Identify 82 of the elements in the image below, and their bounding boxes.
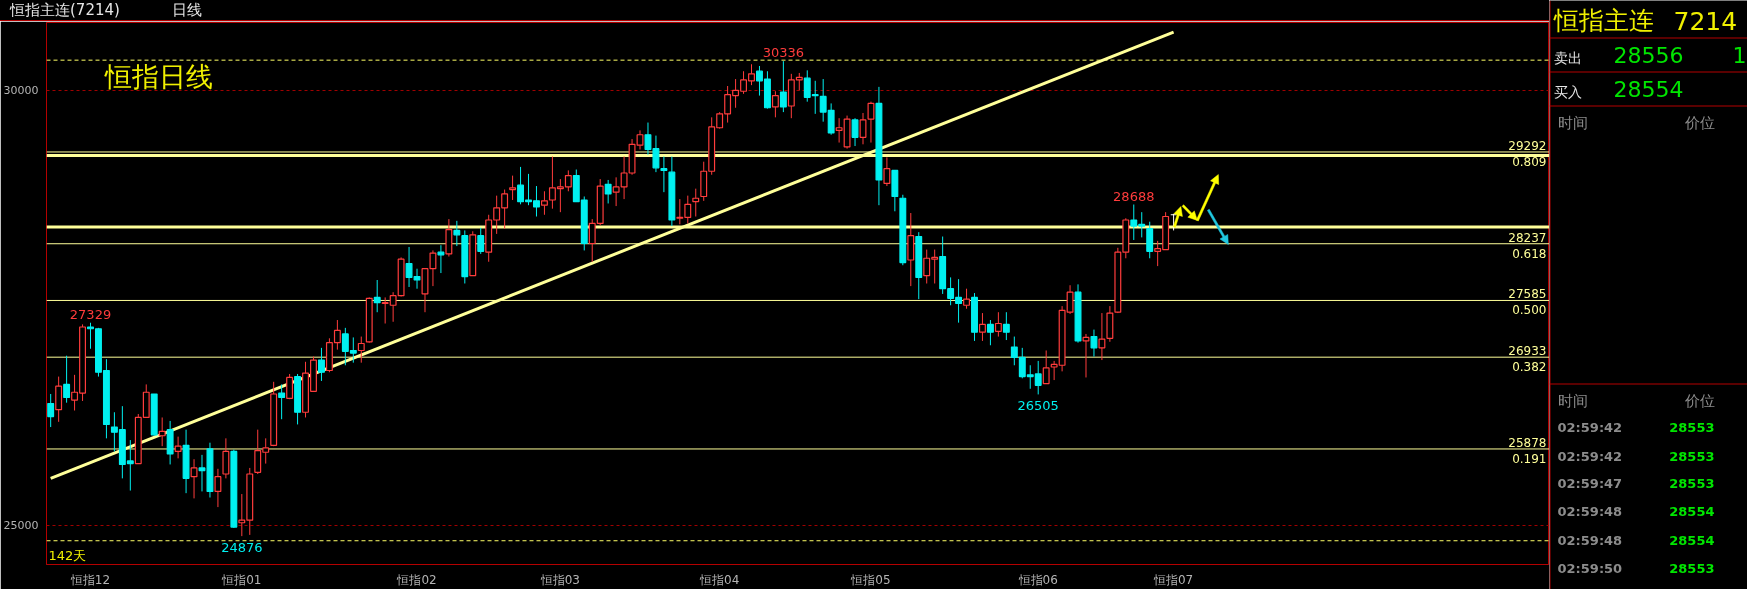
y-tick-label: 30000 <box>3 84 39 98</box>
candlestick <box>222 437 230 479</box>
candlestick <box>55 376 63 423</box>
annotation: 26505 <box>1017 398 1059 414</box>
annotation: 30336 <box>762 45 805 61</box>
ref-line-label: 29292 0.809 <box>1508 138 1547 169</box>
candlestick <box>883 156 891 187</box>
chart-subtitle: 日线 <box>172 0 202 20</box>
candlestick <box>604 179 612 204</box>
candlestick <box>978 312 986 342</box>
text: 价位 <box>1683 391 1715 410</box>
candlestick <box>286 373 294 400</box>
text: 28556 <box>1613 42 1684 68</box>
candlestick <box>453 220 461 247</box>
candlestick <box>63 355 71 404</box>
ref-line-label: 28237 0.618 <box>1508 230 1547 261</box>
candlestick <box>278 383 286 420</box>
y-tick-label: 25000 <box>3 519 39 533</box>
candlestick <box>994 311 1002 338</box>
x-tick-label: 恒指04 <box>699 572 740 587</box>
x-tick-label: 恒指02 <box>396 572 437 587</box>
text: 02:59:50 <box>1557 560 1623 576</box>
candlestick <box>47 393 55 428</box>
text: 时间 <box>1557 391 1588 410</box>
x-tick-label: 恒指01 <box>221 572 262 587</box>
text: 28553 <box>1669 420 1715 435</box>
x-tick-label: 恒指12 <box>69 572 111 587</box>
text: 28554 <box>1669 532 1715 548</box>
chart-title: 恒指主连(7214) <box>10 0 120 20</box>
annotation: 24876 <box>221 540 263 556</box>
candlestick <box>373 279 381 313</box>
text: 28554 <box>1669 504 1715 519</box>
x-tick-label: 恒指03 <box>539 572 581 587</box>
text: 买入 <box>1553 83 1582 100</box>
text: 28554 <box>1613 76 1684 102</box>
candlestick <box>357 336 365 364</box>
candlestick <box>190 458 198 499</box>
candlestick <box>660 155 668 193</box>
annotation: 142天 <box>48 548 87 564</box>
candlestick <box>509 175 517 201</box>
text: 28553 <box>1669 476 1715 491</box>
candlestick <box>986 319 994 346</box>
candlestick <box>1090 329 1098 358</box>
ref-line-label: 25878 0.191 <box>1508 435 1547 466</box>
annotation: 28688 <box>1113 188 1155 204</box>
ref-line-label: 27585 0.500 <box>1508 287 1547 318</box>
candlestick <box>477 227 485 255</box>
candlestick <box>779 60 787 113</box>
candlestick <box>317 347 325 382</box>
candlestick <box>174 436 182 459</box>
x-tick-label: 恒指07 <box>1152 572 1194 587</box>
candlestick <box>1082 333 1090 378</box>
ref-line-label: 26933 0.382 <box>1508 344 1547 375</box>
text: 7214 <box>1673 6 1738 36</box>
text: 卖出 <box>1553 49 1582 66</box>
text: 28553 <box>1669 448 1715 464</box>
candlestick <box>963 288 970 310</box>
candlestick <box>1098 312 1106 361</box>
text: 恒指主连 <box>1552 6 1654 35</box>
text: 02:59:47 <box>1557 476 1623 491</box>
x-tick-label: 恒指05 <box>850 572 891 587</box>
annotation: 27329 <box>69 306 112 322</box>
x-tick-label: 恒指06 <box>1017 572 1058 587</box>
text: 28553 <box>1669 560 1715 576</box>
candlestick <box>1042 349 1050 385</box>
candlestick <box>859 112 867 145</box>
candlestick <box>851 117 859 147</box>
candlestick <box>214 468 222 508</box>
candlestick <box>1002 311 1010 341</box>
text: 1 <box>1732 42 1747 68</box>
text: 价位 <box>1683 113 1715 132</box>
candlestick <box>692 188 700 218</box>
candlestick <box>1146 221 1154 259</box>
candlestick <box>158 416 166 447</box>
candlestick <box>867 101 875 144</box>
text: 时间 <box>1557 113 1588 132</box>
annotation: 恒指日线 <box>104 61 214 93</box>
text: 02:59:48 <box>1557 504 1623 519</box>
candlestick <box>771 90 779 118</box>
text: 02:59:42 <box>1557 448 1623 464</box>
text: 02:59:48 <box>1557 532 1623 548</box>
text: 02:59:42 <box>1557 420 1623 435</box>
